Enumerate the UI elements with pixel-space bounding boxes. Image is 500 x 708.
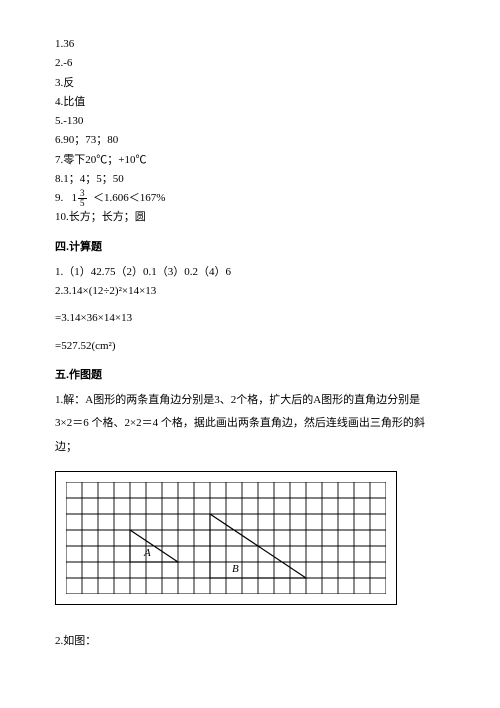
section4-title: 四.计算题	[55, 238, 450, 257]
a9-prefix: 9.	[55, 192, 63, 204]
answer-3: 3.反	[55, 74, 450, 93]
answer-6: 6.90；73；80	[55, 131, 450, 150]
s4-line4: =527.52(cm²)	[55, 337, 450, 356]
answer-10: 10.长方；长方；圆	[55, 208, 450, 227]
s5-p1c: 边；	[55, 438, 450, 457]
answer-1: 1.36	[55, 35, 450, 54]
svg-text:B: B	[232, 563, 239, 575]
section5-title: 五.作图题	[55, 366, 450, 385]
s4-line2: 2.3.14×(12÷2)²×14×13	[55, 282, 450, 301]
s4-line1: 1.（1）42.75（2）0.1（3）0.2（4）6	[55, 263, 450, 282]
answer-2: 2.-6	[55, 54, 450, 73]
answer-5: 5.-130	[55, 112, 450, 131]
a9-suffix: ＜1.606＜167%	[93, 192, 165, 204]
svg-text:A: A	[143, 547, 151, 559]
a9-den: 5	[78, 199, 87, 208]
grid-svg: AB	[66, 482, 386, 594]
s5-p1b: 3×2＝6 个格、2×2＝4 个格，据此画出两条直角边，然后连线画出三角形的斜	[55, 414, 450, 433]
s5-p1a: 1.解：A图形的两条直角边分别是3、2个格，扩大后的A图形的直角边分别是	[55, 391, 450, 410]
s5-p2: 2.如图：	[55, 632, 450, 651]
answer-9: 9. 135 ＜1.606＜167%	[55, 189, 450, 208]
a9-int: 1	[72, 192, 78, 204]
a9-fraction: 35	[78, 189, 87, 208]
answer-4: 4.比值	[55, 93, 450, 112]
grid-figure: AB	[55, 471, 397, 605]
answer-7: 7.零下20℃；+10℃	[55, 151, 450, 170]
s4-line3: =3.14×36×14×13	[55, 309, 450, 328]
answer-8: 8.1；4；5；50	[55, 170, 450, 189]
